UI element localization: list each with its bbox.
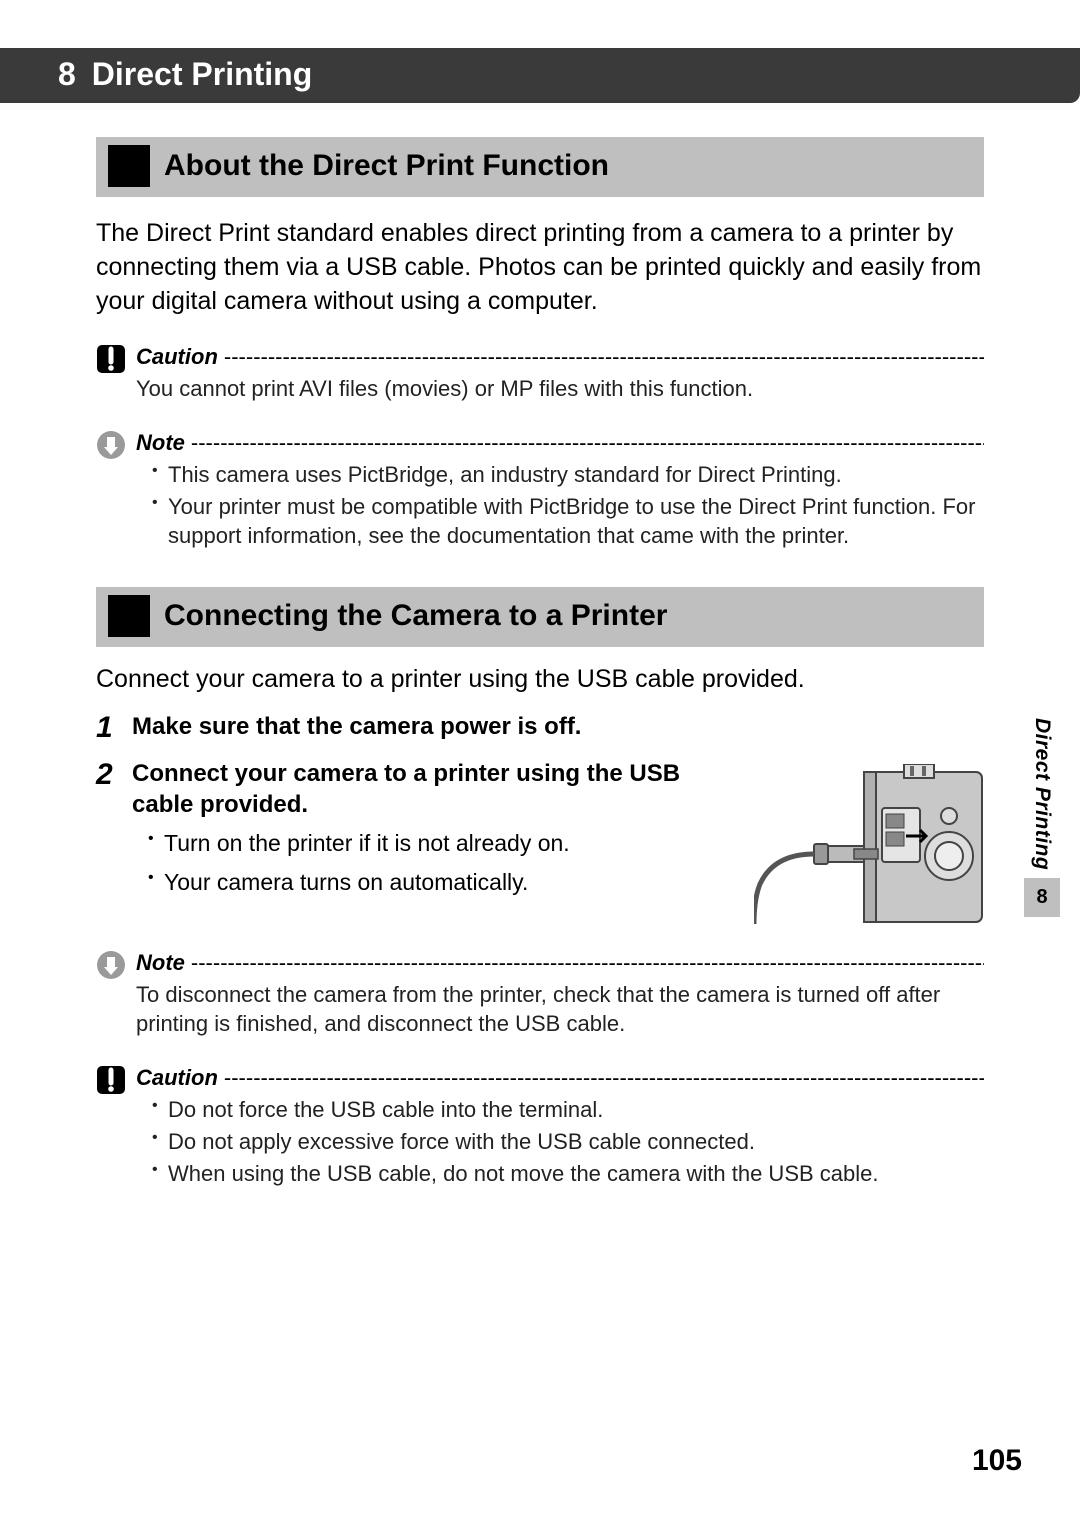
step-sub-item: Your camera turns on automatically. — [148, 867, 734, 898]
section-body: Connect your camera to a printer using t… — [96, 663, 984, 697]
step-number: 1 — [96, 711, 116, 744]
caution-label: Caution — [136, 344, 218, 370]
section-heading-connecting: Connecting the Camera to a Printer — [96, 587, 984, 647]
note-icon — [96, 950, 126, 980]
heading-block-icon — [108, 145, 150, 187]
step-sub-list: Turn on the printer if it is not already… — [132, 828, 734, 898]
caution-label: Caution — [136, 1065, 218, 1091]
step: 1 Make sure that the camera power is off… — [96, 711, 984, 744]
note-label: Note — [136, 430, 185, 456]
chapter-number: 8 — [58, 56, 76, 93]
caution-callout: Caution --------------------------------… — [96, 1065, 984, 1190]
note-callout: Note -----------------------------------… — [96, 950, 984, 1039]
chapter-header: 8 Direct Printing — [0, 48, 1080, 103]
section-heading-about: About the Direct Print Function — [96, 137, 984, 197]
side-tab: Direct Printing 8 — [1024, 718, 1060, 917]
caution-text: You cannot print AVI files (movies) or M… — [136, 374, 984, 404]
dash-rule: ----------------------------------------… — [191, 430, 984, 456]
caution-item: When using the USB cable, do not move th… — [152, 1159, 984, 1189]
manual-page: 8 Direct Printing About the Direct Print… — [0, 0, 1080, 1522]
caution-item: Do not apply excessive force with the US… — [152, 1127, 984, 1157]
caution-list: Do not force the USB cable into the term… — [136, 1095, 984, 1188]
chapter-title: Direct Printing — [92, 56, 312, 93]
caution-icon — [96, 344, 126, 374]
step-sub-item: Turn on the printer if it is not already… — [148, 828, 734, 859]
caution-callout: Caution --------------------------------… — [96, 344, 984, 404]
caution-icon — [96, 1065, 126, 1095]
note-callout: Note -----------------------------------… — [96, 430, 984, 553]
step-number: 2 — [96, 758, 116, 924]
section-body: The Direct Print standard enables direct… — [96, 217, 984, 318]
step-title: Make sure that the camera power is off. — [132, 711, 984, 742]
page-number: 105 — [972, 1444, 1022, 1478]
dash-rule: ----------------------------------------… — [191, 950, 984, 976]
side-tab-number: 8 — [1024, 878, 1060, 917]
note-label: Note — [136, 950, 185, 976]
dash-rule: ----------------------------------------… — [224, 344, 984, 370]
section-title: Connecting the Camera to a Printer — [164, 599, 667, 633]
step: 2 Connect your camera to a printer using… — [96, 758, 984, 924]
note-list: This camera uses PictBridge, an industry… — [136, 460, 984, 551]
note-text: To disconnect the camera from the printe… — [136, 980, 984, 1039]
note-item: This camera uses PictBridge, an industry… — [152, 460, 984, 490]
note-item: Your printer must be compatible with Pic… — [152, 492, 984, 551]
section-title: About the Direct Print Function — [164, 149, 609, 183]
camera-usb-illustration — [754, 764, 984, 924]
dash-rule: ----------------------------------------… — [224, 1065, 984, 1091]
note-icon — [96, 430, 126, 460]
caution-item: Do not force the USB cable into the term… — [152, 1095, 984, 1125]
heading-block-icon — [108, 595, 150, 637]
side-tab-label: Direct Printing — [1030, 718, 1054, 870]
step-title: Connect your camera to a printer using t… — [132, 758, 734, 820]
